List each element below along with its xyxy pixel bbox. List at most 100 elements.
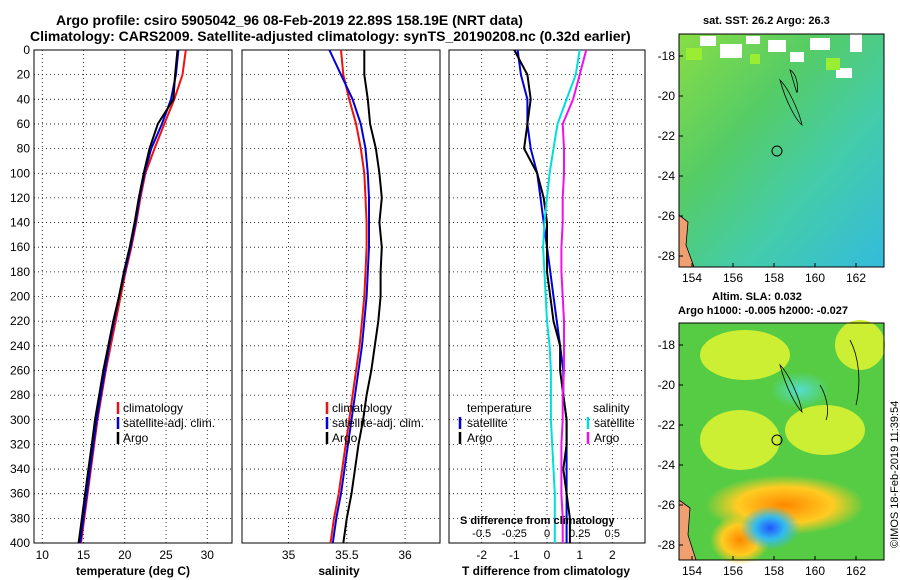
y-tick-label: 60 (17, 117, 31, 131)
series-line-satellite-adj-clim- (328, 49, 370, 544)
x-tick-label: 10 (36, 548, 50, 562)
temperature-profile-chart: 0 20 40 60 80 100 120 140 160 180 200 220 240 260 280 3… (10, 43, 233, 578)
map-x-tick-label: 156 (723, 271, 743, 285)
map-y-tick-label: -22 (658, 129, 676, 143)
series-line-temperature-argo (513, 49, 571, 543)
title-line-2: Climatology: CARS2009. Satellite-adjuste… (30, 28, 631, 44)
map-y-tick-label: -24 (658, 169, 676, 183)
map-y-tick-label: -18 (658, 338, 676, 352)
x2-tick-label: 0 (544, 528, 550, 540)
map-frame (678, 33, 885, 268)
legend-entry: climatology (123, 401, 183, 415)
y-tick-label: 40 (17, 92, 31, 106)
x-tick-label: 15 (77, 548, 91, 562)
map-y-tick-label: -24 (658, 458, 676, 472)
x2-tick-label: -0.5 (472, 528, 491, 540)
x-tick-label: 30 (201, 548, 215, 562)
map-x-tick-label: 160 (805, 271, 825, 285)
x2-tick-label: -0.25 (502, 528, 527, 540)
y-tick-label: 120 (10, 191, 30, 205)
legend-entry: Argo (467, 431, 493, 445)
sla-map-title-1: Altim. SLA: 0.032 (712, 291, 802, 303)
legend-entry: satellite (467, 416, 508, 430)
y-tick-label: 140 (10, 216, 30, 230)
y-tick-label: 280 (10, 388, 30, 402)
argo-location-marker (771, 434, 783, 446)
sla-patch (700, 330, 790, 380)
series-line-salinity-satellite (542, 49, 581, 543)
y-tick-label: 180 (10, 265, 30, 279)
map-y-tick-label: -20 (658, 378, 676, 392)
y-tick-label: 300 (10, 413, 30, 427)
y-tick-label: 400 (10, 536, 30, 550)
legend-entry: satellite-adj. clim. (332, 416, 424, 430)
map-y-tick-label: -28 (658, 538, 676, 552)
cloud-mask (700, 34, 862, 78)
map-x-tick-label: 160 (805, 564, 825, 578)
y-tick-label: 80 (17, 142, 31, 156)
reef-outline (789, 69, 799, 93)
y-tick-label: 260 (10, 363, 30, 377)
x-tick-label: 36 (398, 548, 412, 562)
x-axis-label: salinity (318, 564, 360, 578)
map-y-tick-label: -26 (658, 498, 676, 512)
x2-tick-label: 0.25 (569, 528, 590, 540)
series-line-argo (77, 49, 179, 544)
x-tick-label: -2 (476, 548, 487, 562)
argo-location-marker (771, 145, 783, 157)
credit-text: ©IMOS 18-Feb-2019 11:39:54 (889, 400, 900, 548)
y-tick-label: 20 (17, 68, 31, 82)
legend-entry: Argo (332, 431, 358, 445)
x-tick-label: 20 (118, 548, 132, 562)
x2-axis-label: S difference from climatology (460, 515, 616, 527)
x-tick-label: 0 (544, 548, 551, 562)
map-x-tick-label: 156 (723, 564, 743, 578)
y-tick-label: 240 (10, 339, 30, 353)
reef-outline (819, 339, 860, 421)
x-tick-label: -1 (509, 548, 520, 562)
x-tick-label: 1 (576, 548, 583, 562)
y-tick-label: 0 (23, 43, 30, 57)
plot-frame (33, 49, 233, 544)
y-tick-label: 100 (10, 166, 30, 180)
x2-tick-label: 0.5 (605, 528, 620, 540)
sst-map-title: sat. SST: 26.2 Argo: 26.3 (703, 15, 830, 27)
map-x-tick-label: 154 (682, 564, 702, 578)
sla-patch (835, 320, 885, 370)
y-tick-label: 340 (10, 462, 30, 476)
new-caledonia-coast (779, 363, 803, 414)
y-tick-label: 220 (10, 314, 30, 328)
x-tick-label: 35 (282, 548, 296, 562)
sla-map-title-2: Argo h1000: -0.005 h2000: -0.027 (678, 305, 848, 317)
map-x-tick-label: 162 (846, 271, 866, 285)
x-tick-label: 2 (609, 548, 616, 562)
map-y-tick-label: -28 (658, 249, 676, 263)
map-y-tick-label: -22 (658, 418, 676, 432)
x-tick-label: 35.5 (335, 548, 359, 562)
legend-entry: satellite-adj. clim. (123, 416, 215, 430)
y-tick-label: 380 (10, 511, 30, 525)
x-tick-label: 25 (159, 548, 173, 562)
legend-entry: satellite (594, 416, 635, 430)
sst-map: 154 156 158 160 162 -18 -20 -22 -24 -26 -28 (658, 33, 885, 285)
y-tick-label: 200 (10, 290, 30, 304)
title-line-1: Argo profile: csiro 5905042_96 08-Feb-20… (56, 12, 523, 28)
y-tick-label: 360 (10, 487, 30, 501)
legend-entry: climatology (332, 401, 392, 415)
map-frame (678, 322, 885, 561)
sla-patch (700, 410, 780, 470)
sla-map: 154 156 158 160 162 -18 -20 -22 -24 -26 -28 (658, 320, 885, 578)
series-line-argo (342, 50, 383, 544)
sla-patch (785, 405, 865, 455)
x-axis-label: T difference from climatology (462, 564, 630, 578)
map-y-tick-label: -18 (658, 49, 676, 63)
map-y-tick-label: -26 (658, 209, 676, 223)
cyclonic-eddy (740, 506, 800, 550)
legend-entry: Argo (123, 431, 149, 445)
map-y-tick-label: -20 (658, 89, 676, 103)
x-axis-label: temperature (deg C) (76, 564, 190, 578)
legend-title-temperature: temperature (467, 401, 532, 415)
warm-patches (686, 48, 840, 70)
map-x-tick-label: 162 (846, 564, 866, 578)
